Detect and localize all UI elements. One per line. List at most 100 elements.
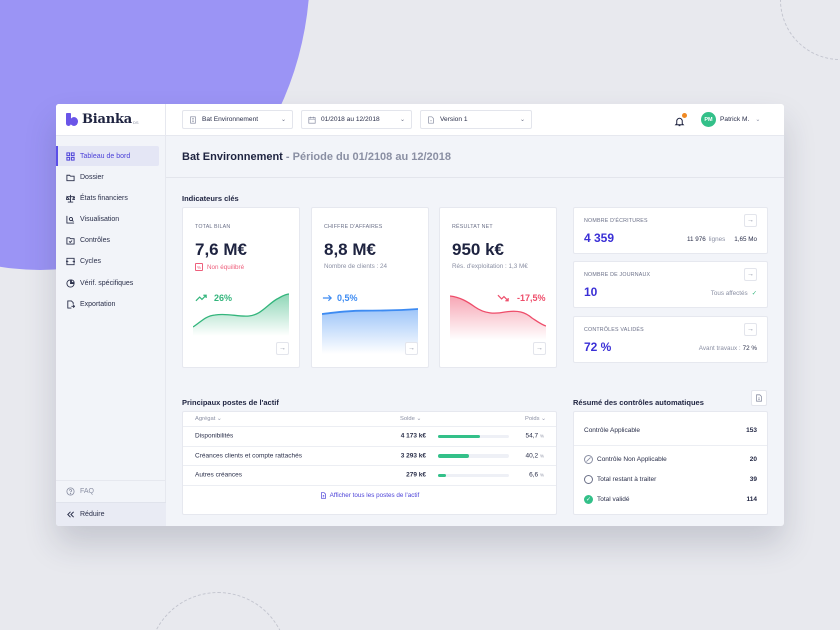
company-select[interactable]: Bat Environnement ⌄	[182, 110, 293, 129]
kpi-trend-value: 26%	[214, 293, 233, 303]
document-icon	[320, 492, 326, 499]
bell-icon	[674, 117, 685, 127]
weight-bar	[438, 473, 509, 477]
controls-report-button[interactable]	[751, 390, 767, 406]
kpi-value: 7,6 M€	[195, 240, 247, 259]
stat-value: 72 %	[584, 340, 612, 354]
open-detail-button[interactable]: →	[276, 342, 289, 355]
control-row[interactable]: Contrôle Non Applicable 20	[584, 453, 757, 465]
sidebar-item-label: États financiers	[80, 194, 128, 202]
chevron-down-icon: ⌄	[519, 117, 525, 123]
control-row[interactable]: Total restant à traiter 39	[584, 473, 757, 485]
weight-bar-fill	[438, 454, 469, 458]
row-balance: 4 173 k€	[400, 432, 426, 440]
sidebar-item-dossier[interactable]: Dossier	[56, 167, 159, 187]
kpi-trend: 0,5%	[322, 293, 358, 303]
sidebar-item-tableau-de-bord[interactable]: Tableau de bord	[56, 146, 159, 166]
sparkline-chart	[322, 308, 418, 354]
main-content: Bat Environnement - Période du 01/2108 a…	[166, 136, 784, 526]
lines-label: lignes	[708, 236, 726, 243]
stat-details: Tous affectés ✓	[711, 290, 757, 297]
logo-mark-icon	[66, 112, 79, 127]
chart-search-icon	[66, 215, 75, 224]
logo-suffix: DS	[133, 120, 139, 125]
logo[interactable]: Bianka DS	[56, 104, 165, 136]
calendar-icon	[308, 116, 316, 124]
sparkline-chart	[450, 295, 546, 340]
kpi-section-title: Indicateurs clés	[182, 194, 239, 203]
reduce-sidebar-button[interactable]: Réduire	[56, 502, 166, 526]
kpi-label: TOTAL BILAN	[195, 224, 231, 230]
row-balance: 3 293 k€	[400, 452, 426, 460]
app-window: Bianka DS Tableau de bord Dossier États …	[56, 104, 784, 526]
slash-circle-icon	[584, 454, 593, 464]
table-row[interactable]: Créances clients et compte rattachés 3 2…	[183, 447, 556, 466]
document-icon	[756, 394, 762, 402]
control-applicable-row: Contrôle Applicable 153	[584, 422, 757, 438]
notification-badge	[682, 113, 687, 118]
row-name: Disponibilités	[195, 432, 234, 440]
kpi-trend: 26%	[195, 293, 232, 303]
sidebar-item-controles[interactable]: Contrôles	[56, 231, 159, 251]
top-bar: Bat Environnement ⌄ 01/2018 au 12/2018 ⌄…	[166, 104, 784, 136]
open-detail-button[interactable]: →	[744, 323, 757, 336]
kpi-trend-value: 0,5%	[337, 293, 358, 303]
row-name: Autres créances	[195, 471, 242, 479]
kpi-trend-value: -17,5%	[517, 293, 546, 303]
column-header-solde[interactable]: Solde ⌄	[400, 416, 422, 422]
sidebar-item-cycles[interactable]: Cycles	[56, 252, 159, 272]
open-detail-button[interactable]: →	[533, 342, 546, 355]
chevron-down-icon: ⌄	[755, 117, 761, 123]
notifications-button[interactable]	[674, 113, 687, 127]
show-all-assets-link[interactable]: Afficher tous les postes de l'actif	[183, 486, 556, 506]
sidebar-item-visualisation[interactable]: Visualisation	[56, 210, 159, 230]
logo-text: Bianka	[82, 112, 133, 127]
period-select-value: 01/2018 au 12/2018	[321, 116, 380, 123]
open-detail-button[interactable]: →	[744, 214, 757, 227]
document-icon	[427, 115, 435, 124]
building-icon	[189, 115, 197, 124]
control-value: 153	[746, 426, 757, 434]
stat-details: Avant travaux : 72 %	[699, 345, 757, 352]
control-row[interactable]: ✓ Total validé 114	[584, 493, 757, 505]
background-dashed-circle	[148, 592, 288, 630]
user-menu[interactable]: PM Patrick M. ⌄	[701, 112, 760, 127]
kpi-subtitle: Rés. d'exploitation : 1,3 M€	[452, 263, 528, 270]
table-row[interactable]: Autres créances 279 k€ 6,6 %	[183, 466, 556, 486]
faq-link[interactable]: FAQ	[56, 480, 166, 502]
sidebar-item-etats-financiers[interactable]: États financiers	[56, 188, 159, 208]
assets-table: Agrégat ⌄ Solde ⌄ Poids ⌄ Disponibilités…	[182, 411, 557, 515]
period-select[interactable]: 01/2018 au 12/2018 ⌄	[301, 110, 412, 129]
check-circle-icon: ✓	[584, 494, 593, 504]
table-row[interactable]: Disponibilités 4 173 k€ 54,7 %	[183, 427, 556, 447]
before-work-value: 72 %	[742, 345, 757, 352]
page-title-company: Bat Environnement	[182, 151, 283, 163]
empty-circle-icon	[584, 474, 593, 484]
arrow-right-icon: →	[747, 326, 754, 333]
column-header-poids[interactable]: Poids ⌄	[525, 416, 546, 422]
open-detail-button[interactable]: →	[405, 342, 418, 355]
controls-section-title: Résumé des contrôles automatiques	[573, 398, 704, 407]
weight-bar-fill	[438, 434, 480, 438]
sidebar-item-label: Contrôles	[80, 237, 110, 245]
stat-card-controles-valides: CONTRÔLES VALIDÉS 72 % → Avant travaux :…	[573, 316, 768, 363]
column-header-agregat[interactable]: Agrégat ⌄	[195, 416, 222, 422]
double-chevron-left-icon	[66, 510, 75, 519]
user-name: Patrick M.	[720, 116, 750, 123]
control-label: Total validé	[597, 495, 630, 503]
folder-icon	[66, 173, 75, 182]
kpi-card-total-bilan: TOTAL BILAN 7,6 M€ % Non équilibré 26% →	[182, 207, 300, 368]
weight-bar-fill	[438, 473, 446, 477]
version-select[interactable]: Version 1 ⌄	[420, 110, 532, 129]
sidebar-item-exportation[interactable]: Exportation	[56, 294, 159, 314]
sidebar-item-verif-specifiques[interactable]: Vérif. spécifiques	[56, 273, 159, 293]
divider	[574, 445, 767, 446]
control-value: 114	[746, 495, 758, 503]
kpi-value: 950 k€	[452, 240, 504, 259]
open-detail-button[interactable]: →	[744, 268, 757, 281]
cycle-icon	[66, 257, 75, 266]
stat-label: NOMBRE D'ÉCRITURES	[584, 218, 648, 224]
sparkline-chart	[193, 293, 289, 336]
scale-icon	[66, 194, 75, 203]
stat-card-journaux: NOMBRE DE JOURNAUX 10 → Tous affectés ✓	[573, 261, 768, 308]
